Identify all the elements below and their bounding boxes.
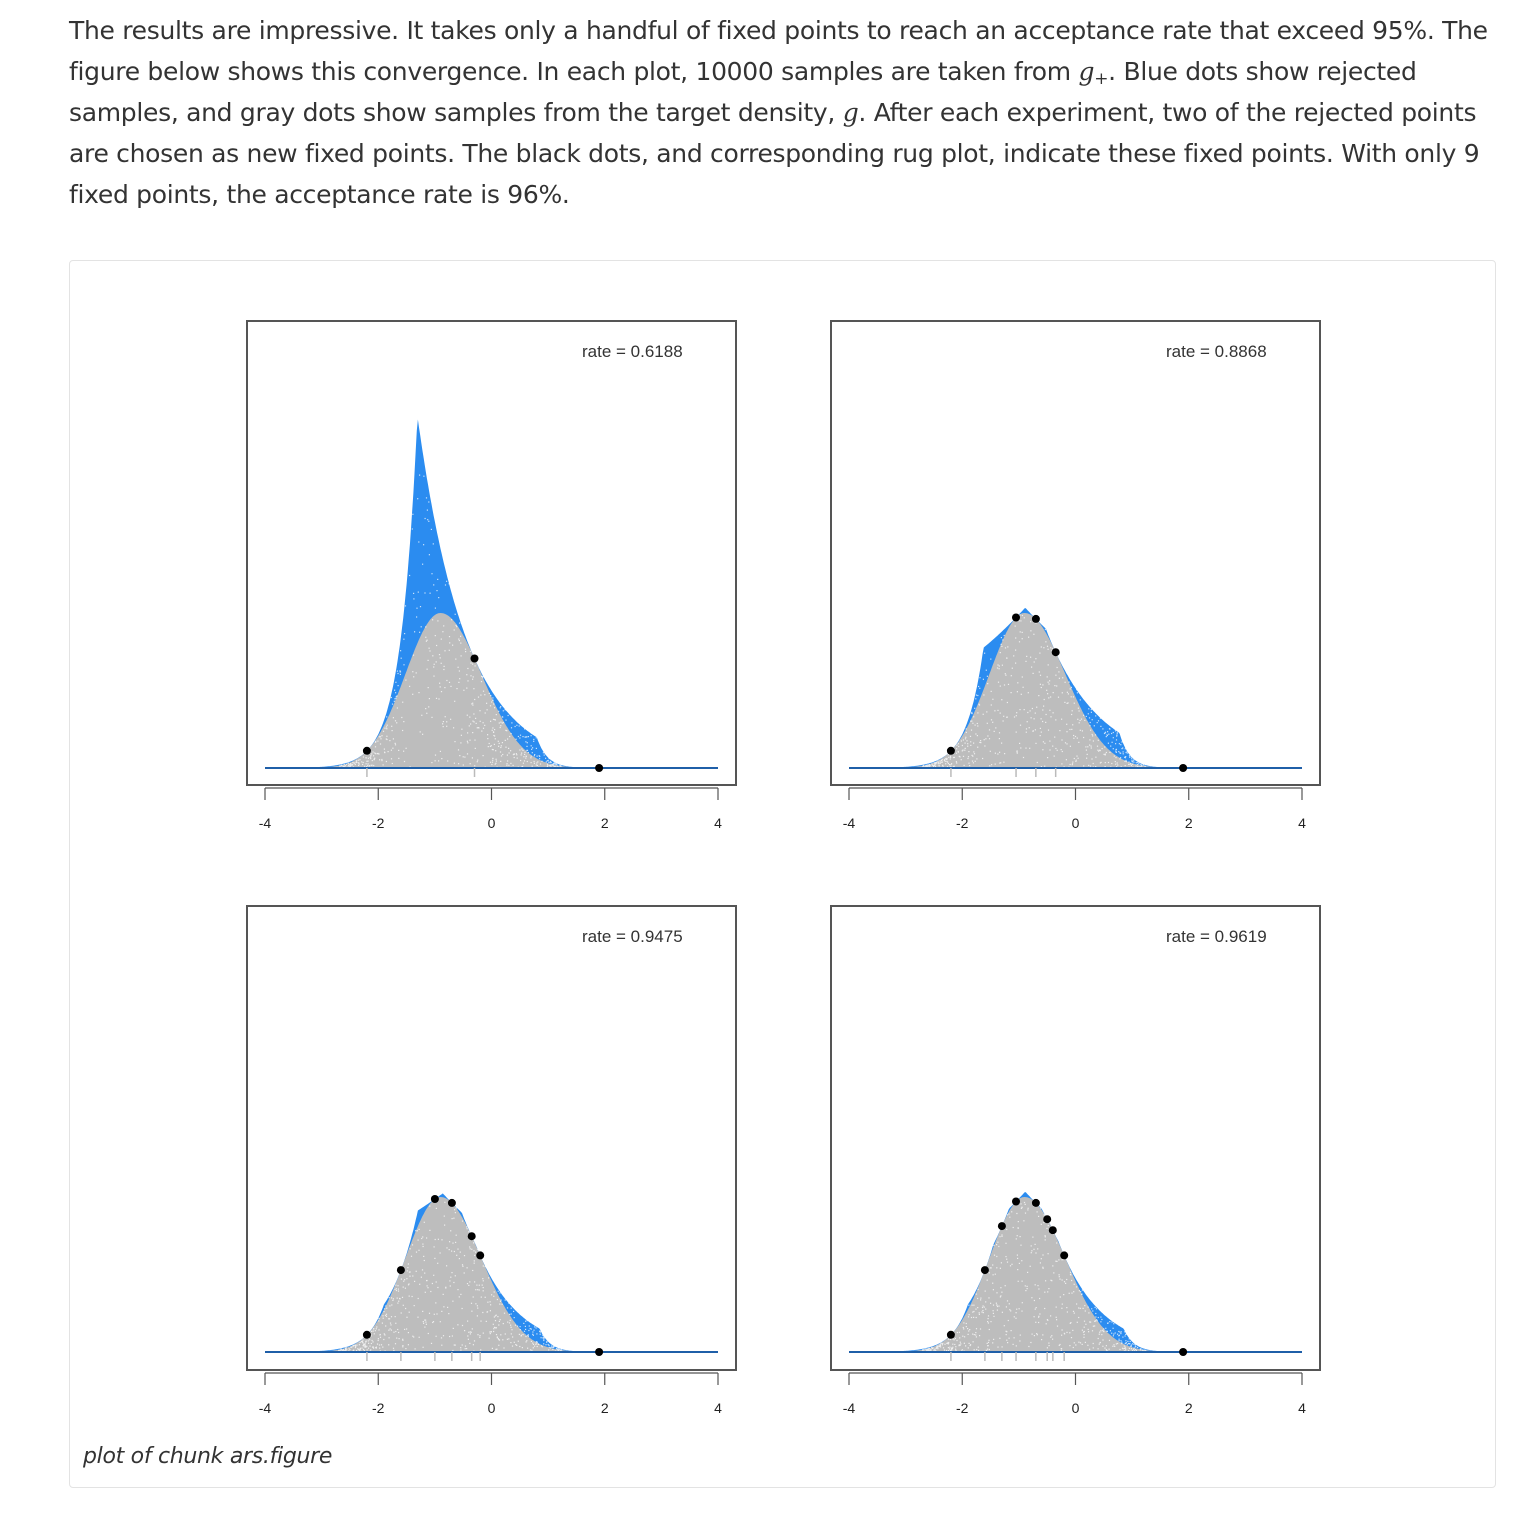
fixed-point (1031, 1198, 1040, 1207)
x-tick-label: 2 (601, 815, 609, 831)
fixed-point (997, 1222, 1006, 1231)
plot-border (830, 320, 1321, 786)
x-tick-label: 0 (1072, 815, 1080, 831)
x-tick-label: 2 (1185, 815, 1193, 831)
g-plus-symbol: g+ (1078, 57, 1109, 89)
rate-label: rate = 0.8868 (1166, 342, 1267, 361)
fixed-point (980, 1266, 989, 1275)
text-part-1: The results are impressive. It takes onl… (69, 16, 1488, 86)
figure-caption: plot of chunk ars.figure (83, 1444, 333, 1469)
x-tick-label: 2 (601, 1400, 609, 1416)
fixed-point (595, 764, 604, 772)
plot-border (246, 905, 737, 1371)
accepted-region (849, 1197, 1302, 1352)
fixed-point (447, 1198, 456, 1207)
x-tick-label: 2 (1185, 1400, 1193, 1416)
x-tick-label: -2 (956, 815, 969, 831)
fixed-point (467, 1232, 476, 1241)
x-tick-label: 4 (1298, 1400, 1306, 1416)
plot-panel-1: rate = 0.6188 -4 -2 0 2 4 (246, 320, 737, 831)
fixed-point (1043, 1215, 1052, 1224)
x-tick-label: 0 (1072, 1400, 1080, 1416)
fixed-point (430, 1195, 439, 1203)
plot-panel-2: rate = 0.8868 -4 -2 0 2 4 (830, 320, 1321, 831)
x-tick-label: -4 (259, 1400, 272, 1416)
rate-label: rate = 0.9619 (1166, 927, 1267, 946)
fixed-point (595, 1348, 604, 1356)
fixed-point (1179, 1348, 1188, 1356)
x-tick-label: 4 (714, 1400, 722, 1416)
x-tick-label: 0 (488, 815, 496, 831)
x-tick-label: 0 (488, 1400, 496, 1416)
plot-panel-4: rate = 0.9619 -4 -2 0 2 4 (830, 905, 1321, 1416)
g-symbol: g (842, 98, 859, 127)
fixed-point (1051, 648, 1060, 657)
accepted-region (265, 613, 718, 768)
x-tick-label: -2 (372, 815, 385, 831)
plot-panel-3: rate = 0.9475 -4 -2 0 2 4 (246, 905, 737, 1416)
rate-label: rate = 0.6188 (582, 342, 683, 361)
fixed-point (1048, 1226, 1057, 1235)
fixed-point (476, 1251, 485, 1260)
sample-speckle (338, 474, 563, 770)
text-part-3: . After each experiment, two of the reje… (69, 98, 1480, 209)
plot-border (246, 320, 737, 786)
fixed-point (362, 1330, 371, 1339)
fixed-point (396, 1266, 405, 1275)
fixed-point (362, 746, 371, 755)
x-tick-label: -2 (956, 1400, 969, 1416)
text-part-2: . Blue dots show rejected samples, and g… (69, 57, 1417, 127)
x-tick-label: -2 (372, 1400, 385, 1416)
fixed-point (1060, 1251, 1069, 1260)
fixed-point (1012, 613, 1020, 622)
description-paragraph: The results are impressive. It takes onl… (69, 10, 1489, 215)
sample-speckle (338, 1201, 563, 1354)
fixed-point (946, 746, 955, 755)
x-tick-label: 4 (714, 815, 722, 831)
fixed-point (1012, 1197, 1020, 1206)
rate-label: rate = 0.9475 (582, 927, 683, 946)
fixed-point (1031, 614, 1040, 623)
x-tick-label: -4 (259, 815, 272, 831)
sample-speckle (921, 614, 1147, 770)
fixed-point (946, 1330, 955, 1339)
x-tick-label: -4 (843, 1400, 856, 1416)
fixed-point (470, 654, 479, 663)
figure-container (69, 260, 1496, 1488)
plot-border (830, 905, 1321, 1371)
fixed-point (1179, 764, 1188, 772)
x-tick-label: -4 (843, 815, 856, 831)
accepted-region (265, 1197, 718, 1352)
x-tick-label: 4 (1298, 815, 1306, 831)
